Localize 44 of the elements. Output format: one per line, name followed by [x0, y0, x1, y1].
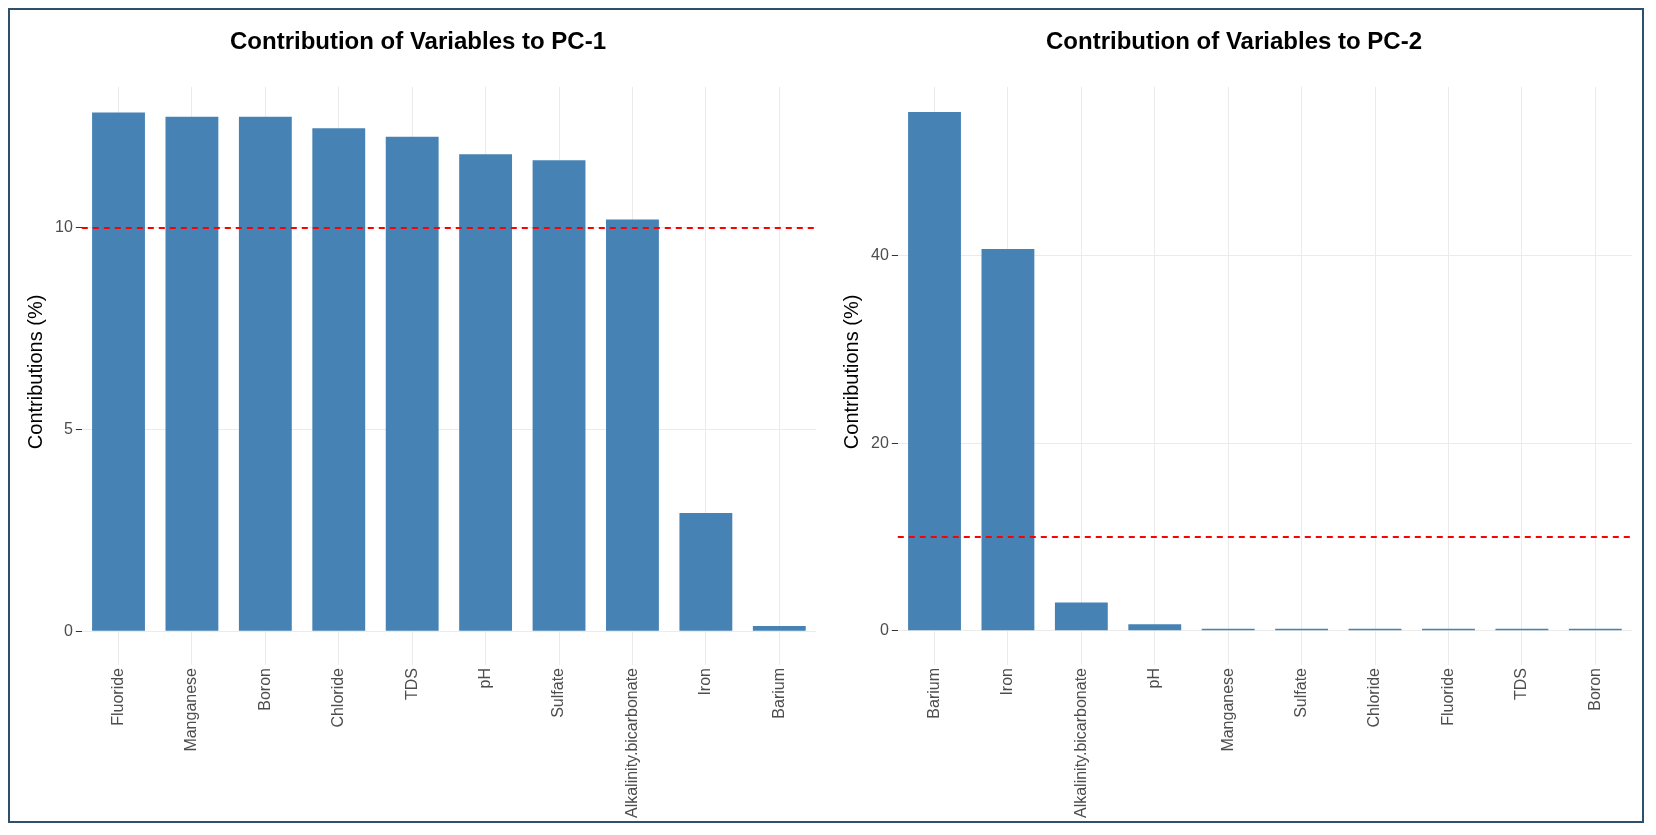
- x-tick-label: Sulfate: [549, 667, 567, 718]
- bar: [459, 154, 513, 631]
- x-tick-label: TDS: [1512, 667, 1530, 700]
- bar: [908, 112, 961, 631]
- y-tick-label: 0: [879, 621, 889, 639]
- bar: [385, 136, 439, 631]
- x-tick-label: Alkalinity.bicarbonate: [1071, 667, 1089, 819]
- y-axis-title: Contributions (%): [23, 294, 46, 450]
- bar: [238, 116, 292, 631]
- bar: [752, 625, 806, 631]
- x-tick-label: Fluoride: [108, 667, 126, 726]
- bar: [679, 513, 733, 631]
- x-tick-label: pH: [1145, 667, 1163, 689]
- x-tick-label: TDS: [402, 667, 420, 700]
- bar: [532, 160, 586, 631]
- x-tick-label: Manganese: [182, 667, 200, 752]
- bar: [1054, 602, 1108, 631]
- y-tick-label: 20: [871, 433, 889, 451]
- bar: [1128, 624, 1182, 631]
- x-tick-label: pH: [476, 667, 494, 689]
- x-tick-label: Barium: [769, 667, 787, 719]
- x-tick-label: Iron: [998, 667, 1016, 696]
- x-tick-label: Chloride: [329, 667, 347, 728]
- y-tick-label: 5: [63, 419, 73, 437]
- y-tick-label: 40: [871, 246, 889, 264]
- x-tick-label: Barium: [924, 667, 942, 719]
- y-tick-label: 0: [63, 621, 73, 639]
- x-tick-label: Boron: [1585, 667, 1603, 711]
- chart-title: Contribution of Variables to PC-2: [1045, 27, 1423, 55]
- x-tick-label: Manganese: [1218, 667, 1236, 752]
- y-axis-title: Contributions (%): [839, 294, 862, 450]
- x-tick-label: Fluoride: [1438, 667, 1456, 726]
- x-tick-label: Boron: [255, 667, 273, 711]
- bar: [92, 112, 145, 631]
- x-tick-label: Sulfate: [1292, 667, 1310, 718]
- x-tick-label: Iron: [696, 667, 714, 696]
- bar: [165, 116, 219, 631]
- chart-title: Contribution of Variables to PC-1: [229, 27, 607, 55]
- bar: [606, 219, 659, 631]
- x-tick-label: Alkalinity.bicarbonate: [622, 667, 640, 819]
- bar: [981, 249, 1035, 631]
- bar: [312, 128, 366, 631]
- y-tick-label: 10: [55, 218, 73, 236]
- x-tick-label: Chloride: [1365, 667, 1383, 728]
